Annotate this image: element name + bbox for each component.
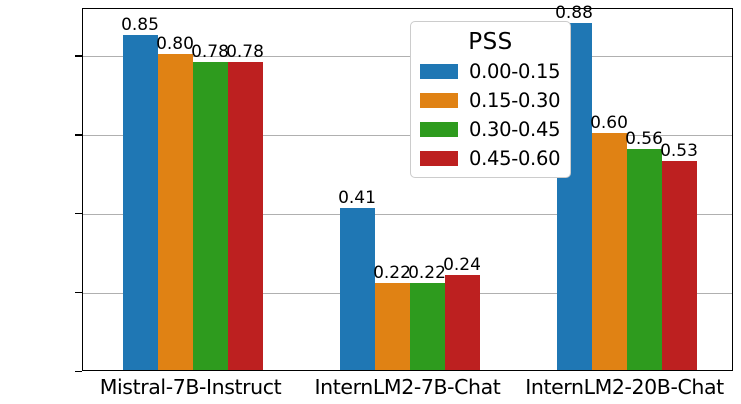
- bar-value-label: 0.53: [660, 140, 698, 161]
- bar: [339, 208, 375, 370]
- legend: PSS 0.00-0.15 0.15-0.30 0.30-0.45 0.45-0.60: [410, 21, 571, 178]
- bar: [374, 283, 410, 370]
- bar-value-label: 0.88: [555, 2, 593, 23]
- bar-value-label: 0.22: [373, 263, 411, 284]
- bar: [122, 34, 158, 370]
- bar: [157, 54, 193, 370]
- y-tick-mark: [75, 55, 82, 57]
- bar-value-label: 0.60: [590, 113, 628, 134]
- gridline: [83, 214, 732, 216]
- legend-entry-label: 0.45-0.60: [469, 147, 561, 170]
- bar-value-label: 0.78: [191, 42, 229, 63]
- bar-value-label: 0.80: [156, 34, 194, 55]
- y-tick-mark: [75, 213, 82, 215]
- bar: [661, 160, 697, 370]
- legend-swatch: [420, 93, 458, 108]
- bar: [227, 62, 263, 370]
- legend-entry-label: 0.30-0.45: [469, 118, 561, 141]
- x-tick-label: Mistral-7B-Instruct: [99, 375, 282, 399]
- legend-swatch: [420, 151, 458, 166]
- bar: [409, 283, 445, 370]
- gridline: [83, 56, 732, 58]
- y-tick-mark: [75, 292, 82, 294]
- bar: [591, 133, 627, 370]
- bar-value-label: 0.22: [408, 263, 446, 284]
- bar: [626, 149, 662, 370]
- legend-entry-label: 0.15-0.30: [469, 89, 561, 112]
- legend-entry: 0.00-0.15: [411, 57, 570, 86]
- bar-value-label: 0.78: [226, 42, 264, 63]
- legend-entry: 0.45-0.60: [411, 144, 570, 173]
- legend-swatch: [420, 64, 458, 79]
- legend-swatch: [420, 122, 458, 137]
- legend-entry: 0.15-0.30: [411, 86, 570, 115]
- bar-value-label: 0.56: [625, 129, 663, 150]
- bar: [444, 275, 480, 370]
- bar-value-label: 0.85: [121, 14, 159, 35]
- bar: [192, 62, 228, 370]
- legend-entry-label: 0.00-0.15: [469, 60, 561, 83]
- y-tick-mark: [75, 134, 82, 136]
- bar-value-label: 0.41: [338, 188, 376, 209]
- gridline: [83, 135, 732, 137]
- x-tick-label: InternLM2-20B-Chat: [525, 375, 724, 399]
- plot-area: 0.85 0.80 0.78 0.78 0.41 0.22 0.22 0.24 0.88 0.60…: [82, 3, 733, 371]
- x-tick-label: InternLM2-7B-Chat: [314, 375, 501, 399]
- y-tick-mark: [75, 371, 82, 373]
- legend-title: PSS: [468, 29, 513, 55]
- legend-entries: 0.00-0.15 0.15-0.30 0.30-0.45 0.45-0.60: [411, 57, 570, 173]
- bar-value-label: 0.24: [443, 255, 481, 276]
- legend-entry: 0.30-0.45: [411, 115, 570, 144]
